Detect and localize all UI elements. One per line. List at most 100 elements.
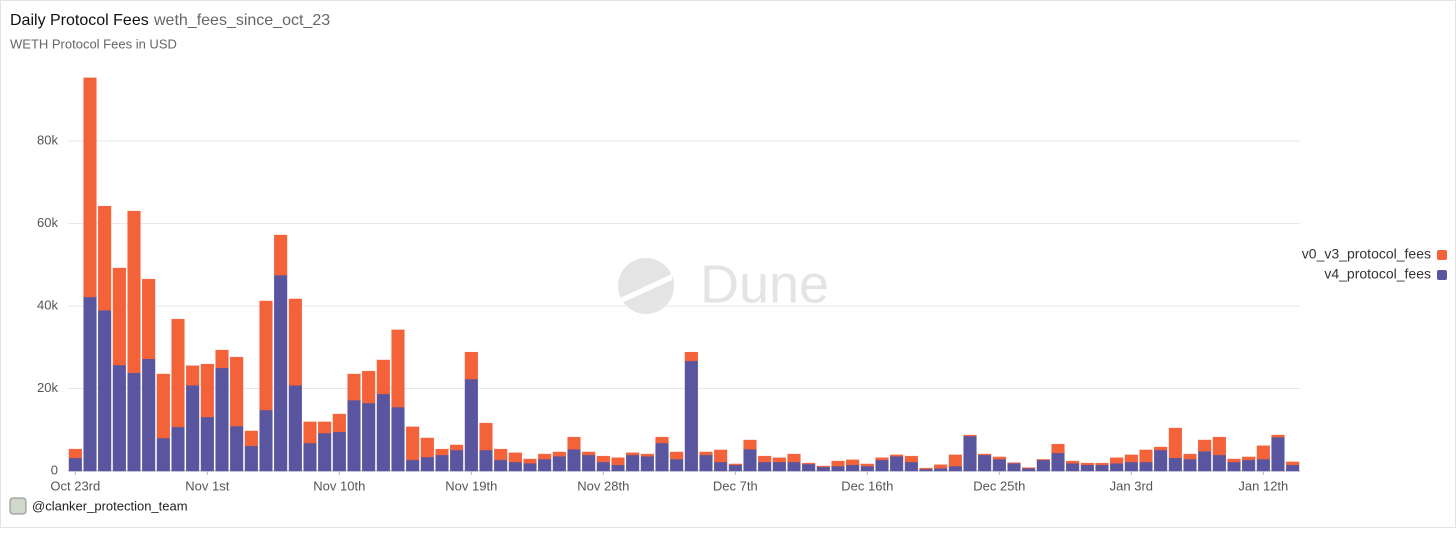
bar-segment bbox=[1257, 446, 1270, 459]
bar-segment bbox=[157, 438, 170, 471]
bar-segment bbox=[172, 319, 185, 427]
bar-segment bbox=[729, 464, 742, 465]
bar-segment bbox=[304, 443, 317, 471]
bar-segment bbox=[670, 459, 683, 471]
bar-segment bbox=[802, 464, 815, 471]
x-tick-label: Dec 16th bbox=[841, 478, 893, 493]
bar-segment bbox=[993, 459, 1006, 471]
bar-segment bbox=[377, 360, 390, 394]
bar-segment bbox=[1110, 458, 1123, 463]
bar-segment bbox=[626, 455, 639, 471]
bar-segment bbox=[509, 462, 522, 471]
bar-segment bbox=[949, 455, 962, 466]
bar-segment bbox=[1154, 447, 1167, 450]
bar-segment bbox=[348, 374, 361, 400]
bar-segment bbox=[1286, 465, 1299, 471]
bar-segment bbox=[1037, 460, 1050, 471]
bar-segment bbox=[274, 235, 287, 275]
bar-segment bbox=[333, 432, 346, 471]
bar-segment bbox=[1154, 450, 1167, 471]
bar-segment bbox=[582, 452, 595, 455]
bar-segment bbox=[260, 301, 273, 410]
bar-segment bbox=[744, 449, 757, 471]
bar-segment bbox=[700, 452, 713, 455]
bar-segment bbox=[421, 457, 434, 471]
chart-title: Daily Protocol Fees bbox=[10, 12, 149, 29]
watermark-text: Dune bbox=[700, 254, 829, 314]
bar-segment bbox=[905, 462, 918, 471]
author-avatar bbox=[10, 498, 26, 514]
y-tick-label: 40k bbox=[37, 297, 58, 312]
bar-segment bbox=[641, 456, 654, 471]
bar-segment bbox=[436, 449, 449, 455]
bar-segment bbox=[377, 394, 390, 471]
bar-segment bbox=[612, 465, 625, 471]
bar-segment bbox=[1096, 465, 1109, 471]
bar-segment bbox=[494, 460, 507, 471]
bar-segment bbox=[890, 455, 903, 456]
bar-segment bbox=[861, 464, 874, 466]
bar-segment bbox=[949, 466, 962, 471]
bar-segment bbox=[582, 455, 595, 471]
bar-segment bbox=[216, 350, 229, 368]
bar-segment bbox=[1066, 463, 1079, 471]
bar-segment bbox=[1184, 454, 1197, 459]
bar-segment bbox=[964, 436, 977, 471]
bar-segment bbox=[1286, 462, 1299, 465]
bar-segment bbox=[186, 366, 199, 385]
bar-segment bbox=[993, 457, 1006, 459]
bar-segment bbox=[230, 426, 243, 471]
bar-segment bbox=[817, 466, 830, 467]
bar-segment bbox=[788, 462, 801, 471]
bar-segment bbox=[861, 466, 874, 471]
bar-segment bbox=[304, 422, 317, 443]
bar-segment bbox=[1022, 468, 1035, 471]
bar-segment bbox=[597, 462, 610, 471]
bar-segment bbox=[685, 352, 698, 361]
bar-segment bbox=[245, 446, 258, 471]
bar-segment bbox=[524, 459, 537, 463]
bar-segment bbox=[1169, 428, 1182, 458]
watermark: Dune bbox=[618, 254, 829, 314]
bar-segment bbox=[1242, 457, 1255, 460]
bar-segment bbox=[186, 385, 199, 471]
bar-segment bbox=[553, 452, 566, 456]
bar-segment bbox=[421, 438, 434, 457]
bar-segment bbox=[1213, 437, 1226, 455]
x-tick-label: Oct 23rd bbox=[50, 478, 100, 493]
bar-segment bbox=[113, 268, 126, 365]
bar-segment bbox=[494, 449, 507, 460]
bar-segment bbox=[1213, 455, 1226, 471]
bar-segment bbox=[773, 458, 786, 462]
bar-segment bbox=[538, 454, 551, 459]
bar-segment bbox=[142, 359, 155, 471]
bar-segment bbox=[758, 462, 771, 471]
bar-segment bbox=[1096, 463, 1109, 465]
bar-segment bbox=[670, 452, 683, 459]
bar-segment bbox=[1228, 462, 1241, 471]
bar-segment bbox=[626, 453, 639, 455]
bar-segment bbox=[113, 365, 126, 471]
bar-segment bbox=[773, 462, 786, 471]
bar-segment bbox=[450, 450, 463, 471]
bar-segment bbox=[98, 206, 111, 310]
bar-segment bbox=[934, 468, 947, 471]
bar-segment bbox=[920, 468, 933, 469]
bar-segment bbox=[1198, 440, 1211, 451]
legend-label: v4_protocol_fees bbox=[1324, 266, 1431, 282]
x-tick-label: Jan 12th bbox=[1238, 478, 1288, 493]
bar-segment bbox=[876, 460, 889, 471]
x-tick-label: Nov 19th bbox=[445, 478, 497, 493]
bar-segment bbox=[406, 460, 419, 471]
bar-segment bbox=[1198, 451, 1211, 471]
bar-segment bbox=[1052, 453, 1065, 471]
bar-segment bbox=[1242, 460, 1255, 471]
bar-segment bbox=[1257, 459, 1270, 471]
bar-segment bbox=[832, 466, 845, 471]
bar-segment bbox=[1066, 461, 1079, 463]
bar-segment bbox=[348, 400, 361, 471]
bar-segment bbox=[846, 465, 859, 471]
bar-segment bbox=[788, 454, 801, 462]
bar-segment bbox=[465, 379, 478, 471]
